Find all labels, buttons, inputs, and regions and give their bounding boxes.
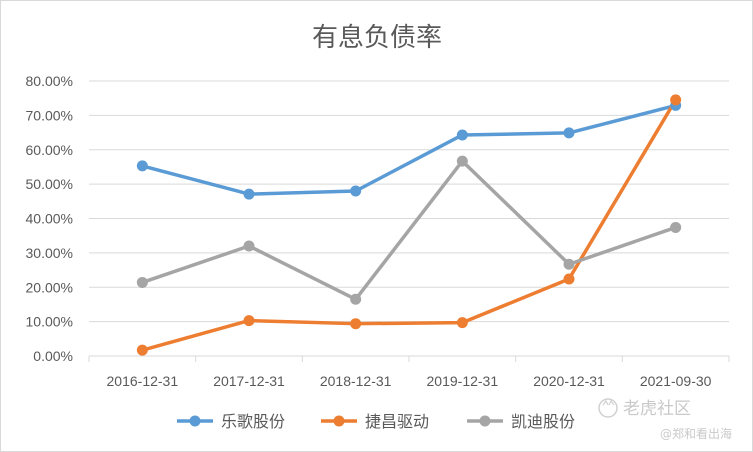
data-point <box>243 240 255 252</box>
y-tick-label: 10.00% <box>26 314 73 330</box>
series-layer <box>136 94 682 356</box>
data-point <box>136 160 148 172</box>
legend-label: 凯迪股份 <box>511 412 575 431</box>
data-point <box>670 221 682 233</box>
x-tick-label: 2020-12-31 <box>533 373 605 389</box>
legend-label: 捷昌驱动 <box>365 412 429 431</box>
tiger-logo-icon <box>598 398 618 418</box>
x-tick-label: 2021-09-30 <box>640 373 712 389</box>
data-point <box>136 344 148 356</box>
legend-marker <box>479 415 491 427</box>
x-tick-label: 2017-12-31 <box>213 373 285 389</box>
data-point <box>350 318 362 330</box>
data-point <box>563 258 575 270</box>
data-point <box>350 185 362 197</box>
y-axis-ticks: 0.00% 10.00% 20.00% 30.00% 40.00% 50.00% 60.00… <box>26 73 73 364</box>
data-point <box>243 315 255 327</box>
y-tick-label: 30.00% <box>26 245 73 261</box>
data-point <box>456 317 468 329</box>
chart-title: 有息负债率 <box>312 23 442 53</box>
legend-label: 乐歌股份 <box>221 412 285 431</box>
series-line <box>140 159 678 302</box>
series-line <box>140 98 678 352</box>
y-tick-label: 40.00% <box>26 211 73 227</box>
data-point <box>350 293 362 305</box>
x-tick-label: 2016-12-31 <box>107 373 179 389</box>
watermark-brand: 老虎社区 <box>623 399 691 419</box>
data-point <box>456 129 468 141</box>
data-point <box>670 94 682 106</box>
grid-layer <box>88 80 730 362</box>
x-tick-label: 2018-12-31 <box>320 373 392 389</box>
legend-marker <box>189 415 201 427</box>
y-tick-label: 80.00% <box>26 73 73 89</box>
watermark: 老虎社区 @郑和看出海 <box>598 398 732 441</box>
y-tick-label: 50.00% <box>26 176 73 192</box>
data-point <box>563 127 575 139</box>
data-point <box>563 273 575 285</box>
data-point <box>243 188 255 200</box>
y-tick-label: 70.00% <box>26 107 73 123</box>
watermark-handle: @郑和看出海 <box>660 426 732 441</box>
series-line <box>140 103 678 196</box>
y-tick-label: 60.00% <box>26 142 73 158</box>
y-tick-label: 20.00% <box>26 279 73 295</box>
legend: 乐歌股份 捷昌驱动 凯迪股份 <box>177 412 575 431</box>
data-point <box>136 276 148 288</box>
x-axis-ticks: 2016-12-31 2017-12-31 2018-12-31 2019-12-31… <box>107 373 712 389</box>
x-tick-label: 2019-12-31 <box>427 373 499 389</box>
data-point <box>456 155 468 167</box>
legend-marker <box>333 415 345 427</box>
y-tick-label: 0.00% <box>33 348 73 364</box>
